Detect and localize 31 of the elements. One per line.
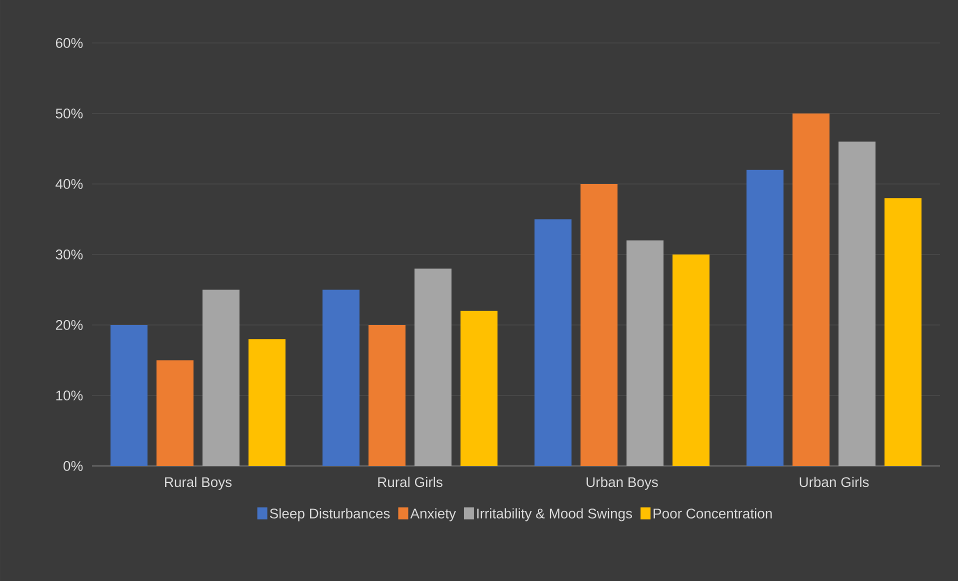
y-tick-label: 50% (56, 108, 83, 118)
x-tick-label: Rural Boys (165, 476, 232, 490)
x-tick-label: Urban Boys (586, 476, 658, 490)
bar (368, 324, 406, 466)
bar (626, 240, 664, 466)
x-tick-label: Urban Girls (800, 476, 869, 488)
legend-label: Poor Concentration (654, 508, 772, 518)
x-tick-label: Rural Girls (378, 476, 442, 488)
legend-label: Irritability & Mood Swings (477, 508, 632, 522)
bar (202, 290, 240, 466)
y-tick-label: 20% (56, 320, 83, 330)
bar (156, 360, 194, 466)
y-tick-label: 40% (56, 179, 83, 189)
bar (110, 324, 148, 466)
bar (322, 290, 360, 466)
bar (248, 339, 286, 466)
bar (838, 142, 876, 466)
bar (672, 254, 710, 466)
bar (580, 184, 618, 466)
legend-label: Sleep Disturbances (270, 508, 390, 522)
y-tick-label: 10% (56, 390, 83, 400)
bar (534, 219, 572, 466)
y-tick-label: 30% (56, 250, 83, 260)
y-tick-label: 0% (64, 461, 83, 471)
bar (792, 113, 830, 466)
y-tick-label: 60% (56, 38, 83, 48)
bar (884, 198, 922, 466)
bar (414, 268, 452, 466)
legend-label: Anxiety (410, 508, 456, 522)
bar (746, 170, 784, 466)
bar (460, 310, 498, 466)
